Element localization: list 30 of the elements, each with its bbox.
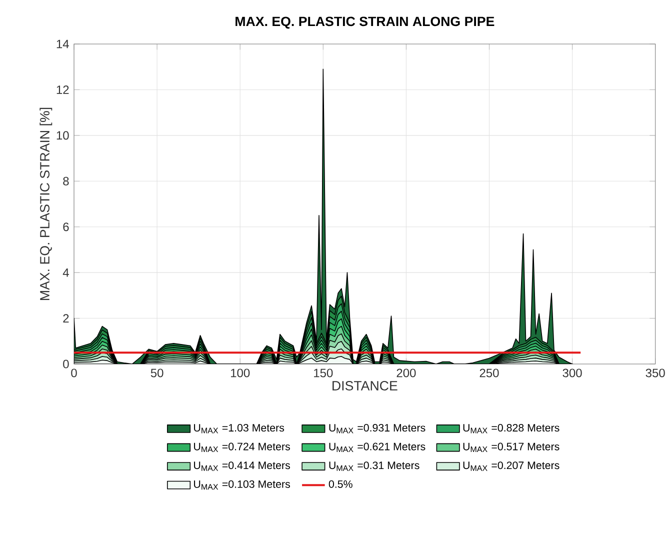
legend-label: U$_{MAX}$ =0.828 Meters — [463, 424, 560, 434]
x-tick-label: 300 — [562, 368, 582, 378]
legend-label: U$_{MAX}$ =0.103 Meters — [194, 480, 290, 490]
y-axis-title: MAX. EQ. PLASTIC STRAIN [%] — [40, 108, 52, 300]
x-tick-label: 200 — [396, 368, 416, 378]
legend-label: U$_{MAX}$ =1.03 Meters — [194, 424, 284, 434]
legend-label: U$_{MAX}$ =0.724 Meters — [194, 442, 290, 452]
x-axis-title: DISTANCE — [332, 381, 398, 390]
legend-label: U$_{MAX}$ =0.621 Meters — [329, 442, 426, 452]
legend-label: 0.5% — [328, 480, 352, 488]
y-tick-label: 2 — [63, 314, 69, 322]
y-tick-label: 14 — [56, 40, 69, 48]
y-tick-label: 0 — [63, 360, 69, 368]
x-tick-label: 150 — [314, 368, 333, 378]
x-tick-label: 250 — [480, 368, 499, 378]
x-tick-label: 50 — [150, 368, 164, 378]
legend-label: U$_{MAX}$ =0.31 Meters — [329, 462, 420, 471]
legend-label: U$_{MAX}$ =0.207 Meters — [463, 462, 560, 471]
y-tick-label: 8 — [63, 176, 69, 186]
x-tick-label: 0 — [71, 368, 77, 378]
chart-title: MAX. EQ. PLASTIC STRAIN ALONG PIPE — [236, 16, 494, 29]
y-tick-label: 6 — [63, 222, 69, 232]
y-tick-label: 10 — [56, 131, 69, 140]
y-tick-label: 4 — [62, 268, 69, 277]
legend-label: U$_{MAX}$ =0.414 Meters — [194, 462, 290, 471]
y-tick-label: 12 — [56, 86, 69, 94]
legend-label: U$_{MAX}$ =0.517 Meters — [463, 442, 560, 452]
x-tick-label: 100 — [231, 368, 250, 378]
x-tick-label: 350 — [646, 368, 665, 378]
legend-label: U$_{MAX}$ =0.931 Meters — [329, 424, 426, 434]
